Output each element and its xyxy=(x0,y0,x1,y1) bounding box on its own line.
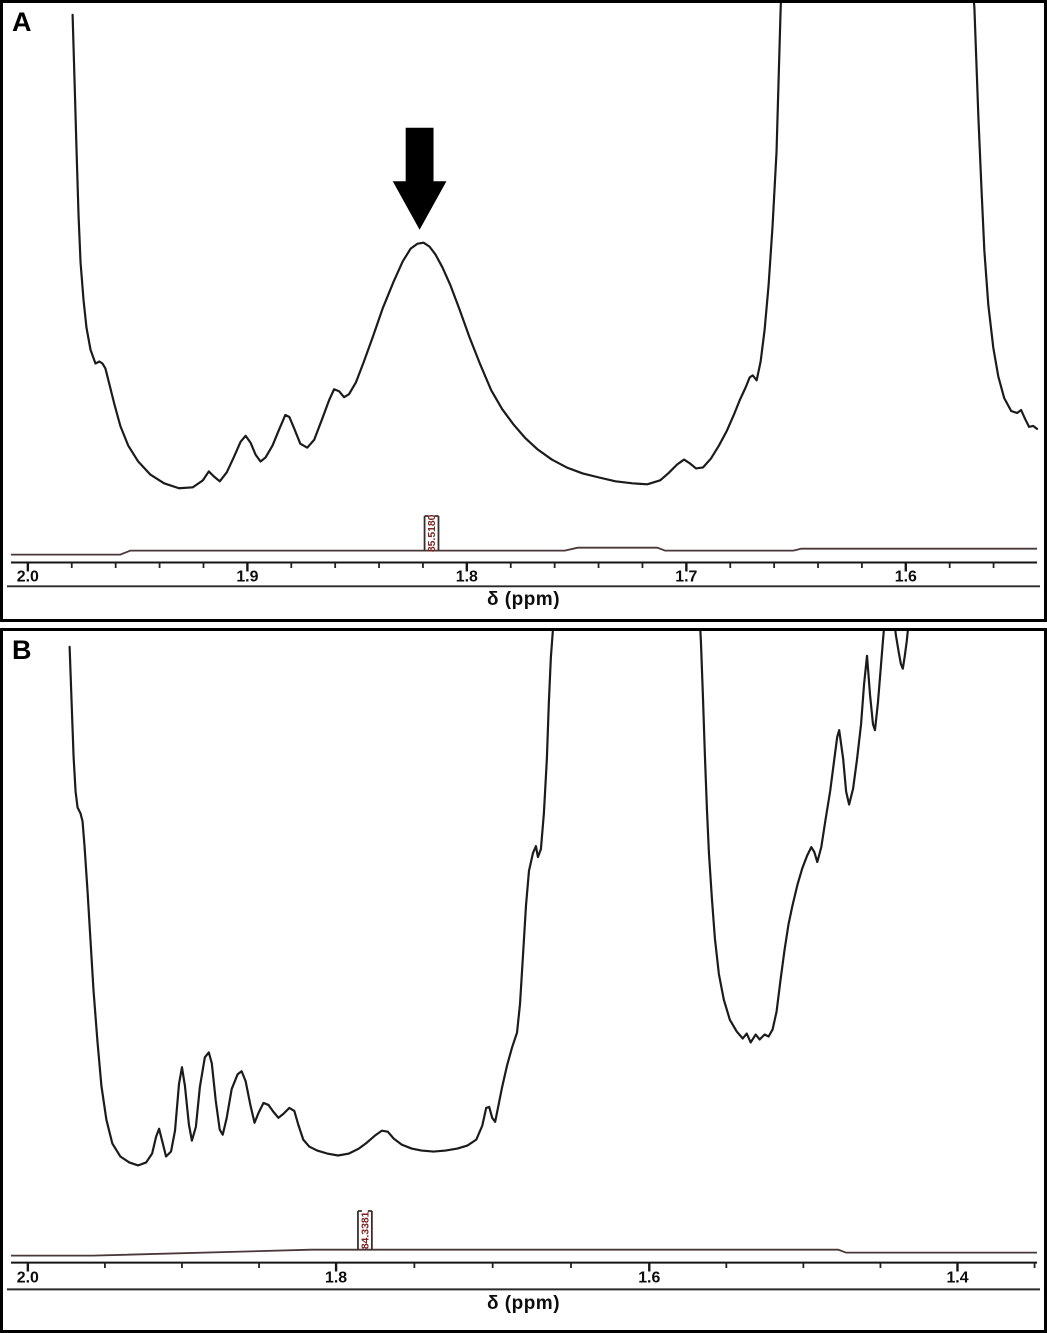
down-arrow-annotation xyxy=(392,127,447,230)
integral-marker: 85.5180 xyxy=(423,514,440,552)
integral-marker-left-line xyxy=(423,515,429,551)
spectrum-curve xyxy=(71,3,1039,490)
panel-a-axis-label: δ (ppm) xyxy=(486,589,561,610)
panel-a-svg: 2.0 1.9 1.8 1.7 1.6 85.5180 xyxy=(6,3,1041,588)
integral-marker-right-line xyxy=(367,1210,373,1250)
x-axis-tick-label: 2.0 xyxy=(17,1269,39,1286)
x-axis-tick-label: 1.4 xyxy=(946,1269,968,1286)
x-axis-tick-label: 1.8 xyxy=(325,1269,347,1286)
integral-trace xyxy=(10,1248,1038,1257)
panel-a-letter: A xyxy=(12,7,32,37)
integral-value-label: 85.5180 xyxy=(427,514,438,552)
x-axis-tick-label: 1.8 xyxy=(456,568,478,585)
x-axis-tick-label: 1.6 xyxy=(895,568,917,585)
panel-b: 2.0 1.8 1.6 1.4 84.3381 B δ (ppm) xyxy=(0,628,1047,1333)
spectrum-curve xyxy=(68,631,909,1167)
integral-trace xyxy=(10,546,1038,556)
panel-b-letter: B xyxy=(12,635,32,665)
integral-marker-left-line xyxy=(357,1210,362,1250)
integral-value-label: 84.3381 xyxy=(360,1211,371,1249)
integral-marker-right-line xyxy=(434,515,440,551)
x-axis-tick-label: 2.0 xyxy=(17,568,39,585)
x-axis-tick-label: 1.9 xyxy=(236,568,258,585)
panel-b-axis-label: δ (ppm) xyxy=(486,1293,561,1314)
x-axis-tick-label: 1.7 xyxy=(675,568,697,585)
panel-a: 2.0 1.9 1.8 1.7 1.6 85.5180 A δ (ppm) xyxy=(0,0,1047,622)
panel-b-svg: 2.0 1.8 1.6 1.4 84.3381 xyxy=(6,631,1041,1291)
integral-marker: 84.3381 xyxy=(357,1210,373,1250)
x-axis-tick-label: 1.6 xyxy=(638,1269,660,1286)
